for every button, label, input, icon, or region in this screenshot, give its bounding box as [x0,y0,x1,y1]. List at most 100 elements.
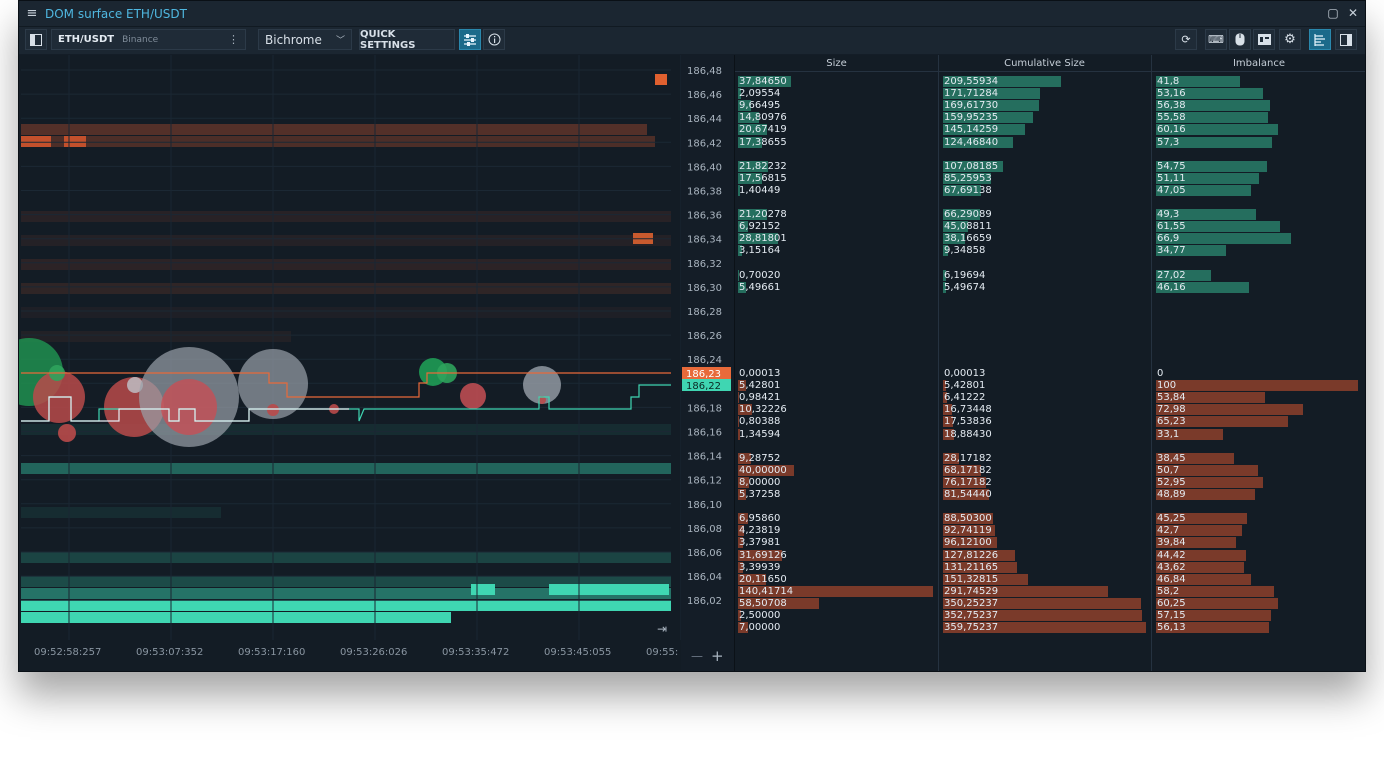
bid-cumulative-value: 28,17182 [944,452,992,464]
trade-bubble [538,396,546,404]
price-tick-label: 186,38 [687,187,722,198]
ask-size-bar [738,100,752,112]
ask-imbalance-bar [1156,245,1227,257]
bid-cumulative-bar [943,549,1016,561]
replay-button[interactable]: ⟳ [1175,29,1197,50]
panel-toggle-button[interactable] [1335,29,1357,50]
price-tick-label: 186,46 [687,90,722,101]
ask-cumulative-value: 6,19694 [944,269,986,281]
liquidity-band [21,259,671,270]
preset-dropdown[interactable]: Bichrome ﹀ [258,29,352,50]
ask-cumulative-bar [943,112,1034,124]
ask-size-bar [738,209,768,221]
bid-size-bar [738,513,748,525]
trade-bubble [267,404,279,416]
bid-cumulative-value: 88,50300 [944,513,992,525]
order-book-ladder[interactable]: Size Cumulative Size Imbalance 37,84650 2… [734,55,1365,671]
template-button[interactable] [1253,29,1275,50]
ask-cumulative-bar [943,100,1039,112]
ask-cumulative-bar [943,221,969,233]
bid-size-bar [738,404,753,416]
zoom-in-icon[interactable]: + [711,647,724,665]
ladder-view-button[interactable] [1309,29,1331,50]
window-title: DOM surface ETH/USDT [45,6,187,21]
trade-bubble [523,366,561,404]
more-vertical-icon[interactable]: ⋮ [228,33,239,46]
liquidity-band [21,463,671,474]
bid-imbalance-bar [1156,489,1255,500]
size-column-header[interactable]: Size [735,55,938,72]
bid-imbalance-bar [1156,585,1274,597]
bid-cumulative-value: 350,25237 [944,597,999,609]
sidebar-toggle-button[interactable] [25,29,47,50]
bid-size-bar [738,549,783,561]
ask-cumulative-value: 85,25953 [944,172,992,184]
ask-size-bar [738,281,746,293]
heatmap-svg[interactable]: 186,48 186,46 186,44 186,42 186,40 186,38 186,… [19,55,732,672]
bid-size-value: 0,00013 [739,368,781,379]
hamburger-menu-icon[interactable]: ≡ [26,6,38,21]
bid-cumulative-bar [943,597,1141,609]
zoom-out-icon[interactable]: — [691,649,703,663]
close-icon[interactable]: ✕ [1347,6,1359,20]
bid-cumulative-bar [943,404,953,416]
bid-size-value: 140,41714 [739,585,794,597]
ask-size-value: 28,81801 [739,233,787,245]
quick-settings-button[interactable]: QUICK SETTINGS [359,29,455,51]
keyboard-button[interactable]: ⌨ [1205,29,1227,50]
bid-imbalance-bar [1156,416,1288,428]
bid-cumulative-value: 131,21165 [944,561,999,573]
ask-size-value: 2,09554 [739,88,781,100]
bid-size-bar [738,416,740,428]
bid-imbalance-value: 45,25 [1157,513,1186,525]
bid-cumulative-value: 81,54440 [944,489,992,500]
ask-imbalance-bar [1156,112,1269,124]
info-button[interactable] [483,29,505,50]
filter-settings-button[interactable] [459,29,481,50]
liquidity-hotspot [549,584,669,595]
liquidity-band [21,552,671,563]
bid-cumulative-bar [943,416,953,428]
trade-bubble [161,379,217,435]
bid-cumulative-bar [943,622,1146,634]
time-tick-label: 09:55: [646,647,678,658]
dom-surface-window: ≡ DOM surface ETH/USDT ▢ ✕ ETH/USDT Bina… [18,0,1366,672]
ask-imbalance-bar [1156,209,1256,221]
bid-size-bar [738,597,820,609]
price-tick-label: 186,32 [687,259,722,270]
ladder-view-icon [1314,33,1325,46]
bid-imbalance-bar [1156,525,1243,537]
liquidity-hotspot [64,136,86,147]
dom-surface-chart[interactable]: 186,48 186,46 186,44 186,42 186,40 186,38 186,… [19,55,732,672]
bid-imbalance-value: 38,45 [1157,452,1186,464]
symbol-selector[interactable]: ETH/USDT Binance ⋮ [51,29,246,50]
ask-cumulative-value: 38,16659 [944,233,992,245]
bid-size-value: 10,32226 [739,404,787,416]
price-tick-label: 186,12 [687,476,722,487]
bid-size-value: 0,80388 [739,416,781,428]
bid-imbalance-value: 65,23 [1157,416,1186,428]
scroll-to-end-icon[interactable]: ⇥ [657,622,667,636]
price-tick-label: 186,34 [687,235,722,246]
time-tick-label: 09:52:58:257 [34,647,101,658]
bid-imbalance-value: 44,42 [1157,549,1186,561]
bid-cumulative-bar [943,537,998,549]
ask-imbalance-value: 53,16 [1157,88,1186,100]
mouse-button[interactable] [1229,29,1251,50]
ask-size-value: 21,82232 [739,160,787,172]
mouse-icon [1235,33,1245,46]
ask-imbalance-bar [1156,221,1281,233]
price-tick-label: 186,04 [687,572,722,583]
cumulative-size-column-header[interactable]: Cumulative Size [938,55,1151,72]
bid-size-value: 5,37258 [739,489,781,500]
column-divider [1151,55,1152,671]
liquidity-hotspot [655,74,667,85]
bid-cumulative-value: 5,42801 [944,380,986,392]
template-icon [1257,34,1271,45]
price-tick-label: 186,48 [687,66,722,77]
imbalance-column-header[interactable]: Imbalance [1151,55,1365,72]
bid-size-value: 31,69126 [739,549,787,561]
settings-button[interactable]: ⚙ [1279,29,1301,50]
bid-price-label: 186,22 [686,381,721,392]
maximize-icon[interactable]: ▢ [1327,6,1339,20]
